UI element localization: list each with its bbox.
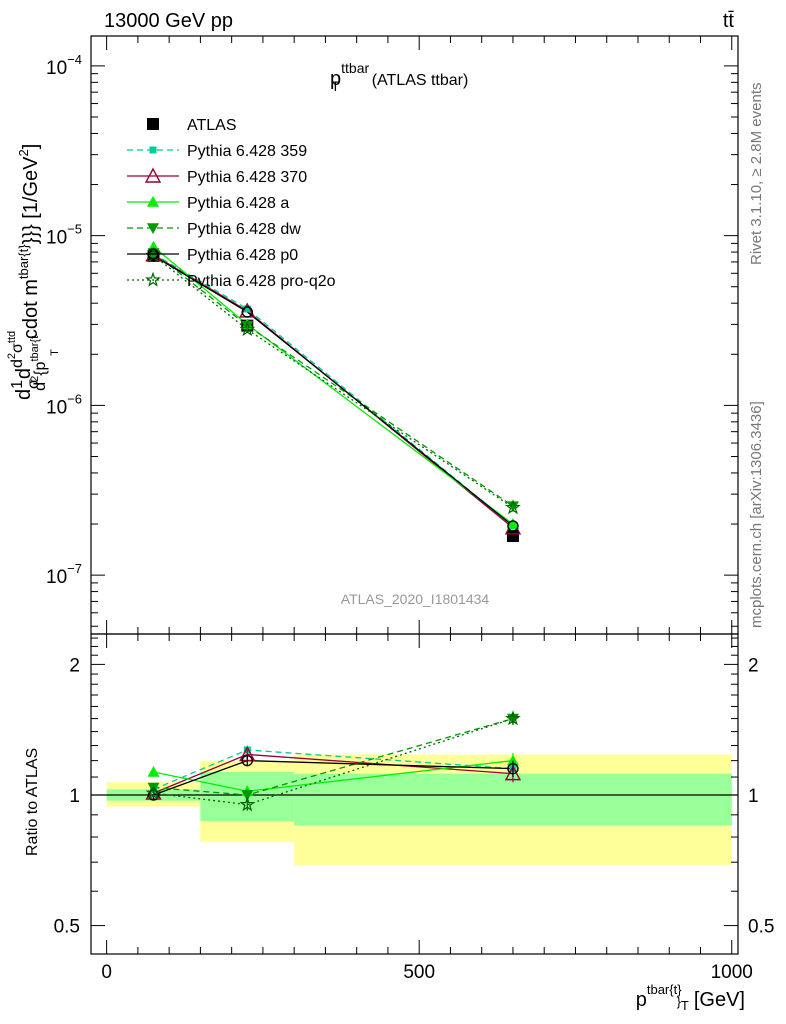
plot-title-sub: T bbox=[331, 78, 340, 94]
main-y-tick-label: 10−5 bbox=[46, 222, 82, 249]
plot-title: pttbar T (ATLAS ttbar) bbox=[330, 60, 468, 94]
main-point-p359 bbox=[243, 305, 251, 313]
main-y-tick-label: 10−4 bbox=[46, 52, 82, 79]
legend-marker-pp0 bbox=[147, 248, 159, 260]
x-axis-label: ptbar{t}}T [GeV] bbox=[636, 982, 745, 1013]
ratio-point-pp0 bbox=[241, 754, 253, 767]
analysis-watermark: ATLAS_2020_I1801434 bbox=[341, 591, 490, 607]
energy-label: 13000 GeV pp bbox=[104, 10, 233, 32]
main-line-p359 bbox=[153, 253, 514, 527]
ratio-plot-frame bbox=[90, 633, 739, 955]
mcplots-label: mcplots.cern.ch [arXiv:1306.3436] bbox=[748, 401, 765, 628]
legend: ATLAS Pythia 6.428 359 Pythia 6.428 370 Pyt… bbox=[127, 117, 336, 290]
legend-label-pq2o: Pythia 6.428 pro-q2o bbox=[187, 273, 336, 290]
ratio-point-pq2o bbox=[239, 796, 256, 812]
ratio-series-markers bbox=[145, 710, 522, 812]
legend-marker-p359 bbox=[149, 146, 157, 154]
main-y-axis-label: d1σdd2σttdd2{ptbar{t Tcdot mtbar{t}}}} [1… bbox=[6, 144, 61, 400]
ratio-line-pq2o bbox=[153, 717, 514, 806]
main-line-pdw bbox=[153, 252, 514, 507]
x-tick-label: 0 bbox=[101, 962, 112, 983]
ratio-y-axis-label: Ratio to ATLAS bbox=[24, 748, 41, 856]
main-y-tick-label: 10−7 bbox=[46, 561, 82, 588]
legend-label-atlas: ATLAS bbox=[187, 117, 237, 134]
legend-label-p359: Pythia 6.428 359 bbox=[187, 143, 307, 160]
legend-marker-pa bbox=[147, 196, 159, 207]
main-y-tick-label: 10−6 bbox=[46, 391, 82, 418]
main-point-pa bbox=[506, 518, 519, 529]
main-point-pdw bbox=[241, 320, 254, 332]
ratio-tick-label-right: 1 bbox=[748, 786, 759, 807]
legend-marker-p370 bbox=[144, 167, 162, 183]
ratio-point-pq2o bbox=[145, 784, 162, 800]
ratio-tick-label-right: 0.5 bbox=[748, 917, 774, 938]
main-point-pq2o bbox=[505, 499, 521, 515]
plot-title-suffix: (ATLAS ttbar) bbox=[372, 72, 469, 89]
main-line-pp0 bbox=[153, 255, 514, 527]
plot-title-main: p bbox=[330, 68, 341, 90]
legend-marker-pq2o bbox=[145, 271, 161, 287]
band-inner-2 bbox=[294, 773, 732, 826]
x-tick-label: 1000 bbox=[711, 962, 753, 983]
legend-marker-pdw bbox=[147, 223, 159, 234]
legend-label-p370: Pythia 6.428 370 bbox=[187, 169, 307, 186]
main-point-atlas bbox=[506, 530, 519, 543]
main-point-pq2o bbox=[239, 321, 256, 337]
main-point-pdw bbox=[506, 501, 519, 513]
plot-title-sup: ttbar bbox=[341, 60, 369, 76]
main-point-pp0 bbox=[241, 306, 253, 318]
ratio-point-pa bbox=[506, 754, 519, 766]
main-point-pp0 bbox=[507, 520, 519, 532]
x-tick-label: 500 bbox=[403, 962, 435, 983]
ratio-point-pp0 bbox=[507, 762, 519, 775]
ratio-point-pa bbox=[147, 765, 160, 777]
main-line-p370 bbox=[153, 254, 514, 529]
ratio-tick-label-left: 0.5 bbox=[54, 917, 80, 938]
legend-label-pp0: Pythia 6.428 p0 bbox=[187, 247, 298, 264]
axes-ticks: 0 500 1000 10−7 10−6 10−5 10−4 0.5 0.5 1 1 2 2 bbox=[46, 36, 774, 983]
legend-label-pa: Pythia 6.428 a bbox=[187, 195, 289, 212]
legend-label-pdw: Pythia 6.428 dw bbox=[187, 221, 301, 238]
process-label: tt̄ bbox=[723, 10, 735, 32]
ratio-point-pq2o bbox=[505, 710, 521, 726]
ratio-point-pdw bbox=[241, 790, 254, 801]
ratio-tick-label-left: 1 bbox=[69, 786, 80, 807]
rivet-label: Rivet 3.1.10, ≥ 2.8M events bbox=[748, 83, 765, 266]
ratio-tick-label-right: 2 bbox=[748, 655, 759, 676]
legend-marker-atlas bbox=[147, 118, 159, 130]
ratio-tick-label-left: 2 bbox=[69, 655, 80, 676]
